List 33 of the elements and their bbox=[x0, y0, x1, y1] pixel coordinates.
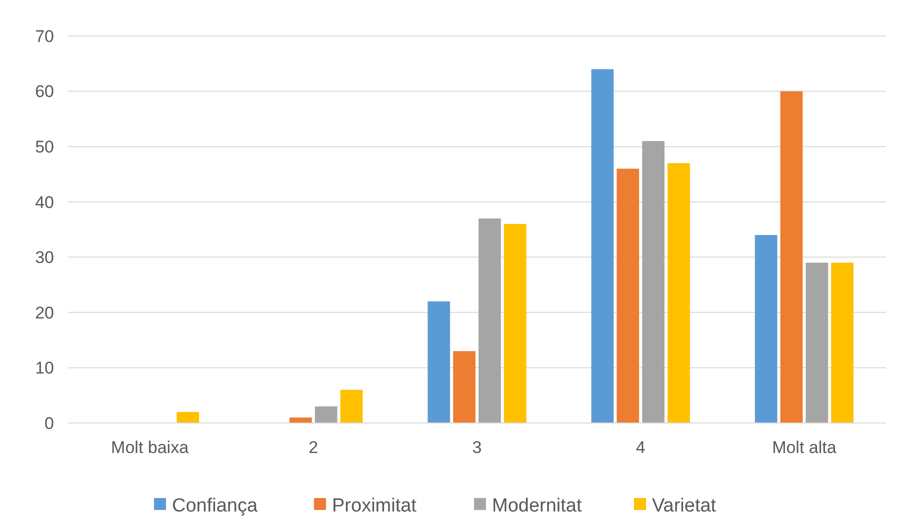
y-tick-label: 0 bbox=[44, 414, 54, 433]
bar bbox=[831, 262, 854, 423]
x-tick-label: 3 bbox=[472, 438, 482, 457]
y-tick-label: 30 bbox=[35, 248, 54, 268]
bar bbox=[478, 218, 501, 423]
bar bbox=[176, 412, 200, 423]
bar bbox=[642, 141, 664, 423]
y-tick-label: 70 bbox=[35, 26, 54, 46]
legend-label: Modernitat bbox=[492, 496, 582, 517]
legend-label: Proximitat bbox=[332, 496, 418, 517]
legend-label: Varietat bbox=[652, 496, 717, 517]
bar bbox=[314, 406, 338, 423]
legend-label: Confiança bbox=[172, 496, 258, 517]
x-tick-label: 4 bbox=[636, 438, 646, 457]
bar bbox=[428, 301, 450, 423]
y-tick-label: 40 bbox=[35, 192, 54, 212]
y-tick-label: 60 bbox=[35, 82, 54, 102]
bar bbox=[668, 163, 690, 423]
x-tick-label: Molt baixa bbox=[111, 438, 190, 457]
y-tick-label: 10 bbox=[35, 358, 54, 378]
bar bbox=[806, 262, 828, 423]
x-tick-label: Molt alta bbox=[772, 438, 837, 457]
bar bbox=[340, 390, 363, 423]
y-tick-label: 50 bbox=[35, 138, 54, 157]
bar bbox=[504, 224, 526, 423]
bar bbox=[453, 351, 476, 423]
bar bbox=[754, 235, 778, 423]
bar bbox=[780, 91, 803, 423]
x-tick-label: 2 bbox=[308, 438, 318, 457]
y-tick-label: 20 bbox=[35, 303, 54, 322]
bar bbox=[616, 168, 640, 423]
bar bbox=[591, 69, 614, 423]
bar bbox=[290, 417, 312, 423]
